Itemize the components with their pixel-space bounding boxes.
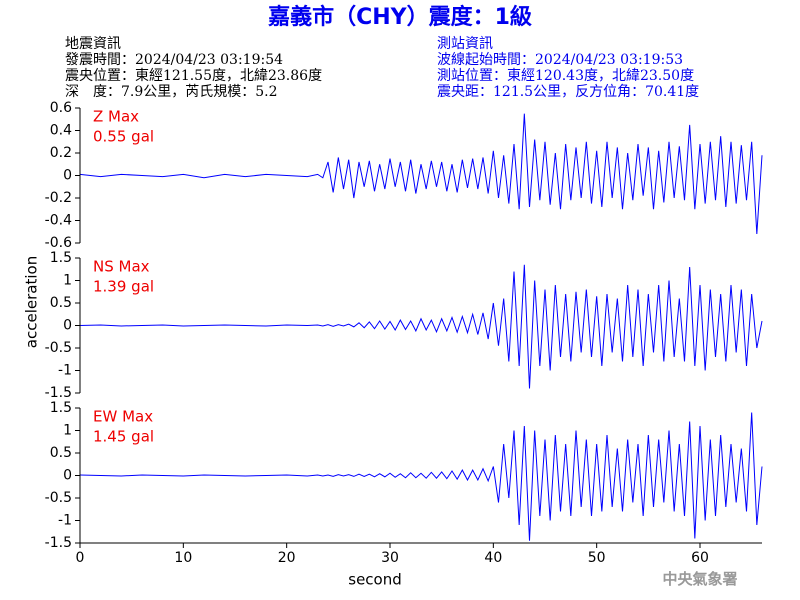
info-left: 發震時間：2024/04/23 03:19:54 (65, 52, 283, 68)
y-tick-label: -0.6 (45, 235, 72, 251)
waveform (79, 264, 763, 389)
x-tick-label: 20 (278, 550, 296, 566)
y-tick-label: -0.2 (45, 190, 72, 206)
y-axis-label: acceleration (23, 256, 41, 348)
info-left: 地震資訊 (65, 36, 121, 52)
y-tick-label: -1.5 (45, 385, 72, 401)
y-tick-label: 0 (63, 168, 72, 184)
y-tick-label: -1.5 (45, 535, 72, 551)
waveform (79, 113, 763, 235)
y-tick-label: 1 (63, 273, 72, 289)
x-tick-label: 40 (484, 550, 502, 566)
y-tick-label: 1 (63, 423, 72, 439)
max-label: 1.39 gal (93, 278, 154, 296)
legend-label: NS Max (93, 258, 150, 276)
x-tick-label: 10 (174, 550, 192, 566)
x-tick-label: 0 (76, 550, 85, 566)
info-right: 波線起始時間：2024/04/23 03:19:53 (437, 52, 683, 68)
info-left: 震央位置：東經121.55度，北緯23.86度 (65, 68, 322, 84)
legend-label: Z Max (93, 108, 139, 126)
max-label: 1.45 gal (93, 428, 154, 446)
credit: 中央氣象署 (662, 570, 737, 588)
info-left: 深 度：7.9公里，芮氏規模：5.2 (65, 83, 278, 100)
y-tick-label: 1.5 (50, 250, 72, 266)
y-tick-label: -0.5 (45, 490, 72, 506)
y-tick-label: 0 (63, 318, 72, 334)
x-tick-label: 60 (691, 550, 709, 566)
info-right: 震央距：121.5公里，反方位角：70.41度 (437, 84, 699, 100)
info-right: 測站資訊 (437, 36, 493, 52)
x-tick-label: 50 (588, 550, 606, 566)
y-tick-label: 0 (63, 468, 72, 484)
y-tick-label: -1 (58, 363, 72, 379)
y-tick-label: 0.5 (50, 295, 72, 311)
waveform (79, 412, 763, 541)
legend-label: EW Max (93, 408, 153, 426)
y-tick-label: 0.4 (50, 123, 72, 139)
x-tick-label: 30 (381, 550, 399, 566)
max-label: 0.55 gal (93, 128, 154, 146)
y-tick-label: -0.5 (45, 340, 72, 356)
y-tick-label: 1.5 (50, 400, 72, 416)
chart-title: 嘉義市（CHY）震度：1級 (268, 4, 532, 30)
x-axis-label: second (348, 571, 402, 589)
y-tick-label: -0.4 (45, 213, 72, 229)
info-right: 測站位置：東經120.43度，北緯23.50度 (437, 68, 694, 84)
y-tick-label: 0.6 (50, 100, 72, 116)
y-tick-label: -1 (58, 513, 72, 529)
y-tick-label: 0.2 (50, 145, 72, 161)
y-tick-label: 0.5 (50, 445, 72, 461)
